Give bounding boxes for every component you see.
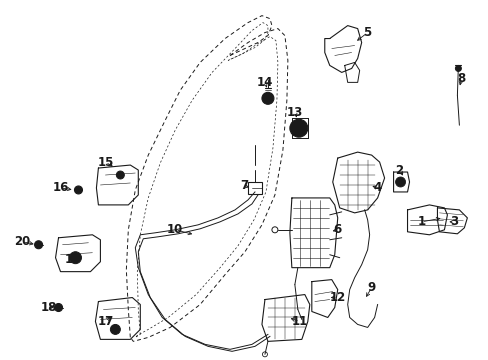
Text: 10: 10: [167, 223, 183, 236]
Circle shape: [395, 177, 405, 187]
Text: 7: 7: [240, 180, 247, 193]
Text: 4: 4: [373, 181, 381, 194]
Circle shape: [262, 92, 273, 104]
Text: 20: 20: [15, 235, 31, 248]
Text: 5: 5: [363, 26, 371, 39]
Text: 9: 9: [367, 281, 375, 294]
Text: 14: 14: [256, 76, 273, 89]
Text: 16: 16: [52, 181, 69, 194]
Text: 17: 17: [97, 315, 113, 328]
Bar: [247, 182, 262, 194]
Text: 15: 15: [97, 156, 113, 168]
Text: 2: 2: [395, 163, 403, 176]
Circle shape: [55, 303, 62, 311]
Text: 13: 13: [286, 106, 303, 119]
Text: 1: 1: [417, 215, 425, 228]
Text: 8: 8: [456, 72, 465, 85]
Circle shape: [35, 241, 42, 249]
Circle shape: [116, 171, 124, 179]
Text: 11: 11: [291, 315, 307, 328]
Circle shape: [454, 66, 461, 71]
Circle shape: [296, 126, 300, 130]
Circle shape: [69, 252, 81, 264]
Text: 6: 6: [333, 223, 341, 236]
Text: 12: 12: [329, 291, 345, 304]
Circle shape: [289, 119, 307, 137]
Circle shape: [110, 324, 120, 334]
Circle shape: [74, 186, 82, 194]
Text: 18: 18: [41, 301, 57, 314]
Text: 3: 3: [449, 215, 458, 228]
Text: 19: 19: [64, 253, 81, 266]
